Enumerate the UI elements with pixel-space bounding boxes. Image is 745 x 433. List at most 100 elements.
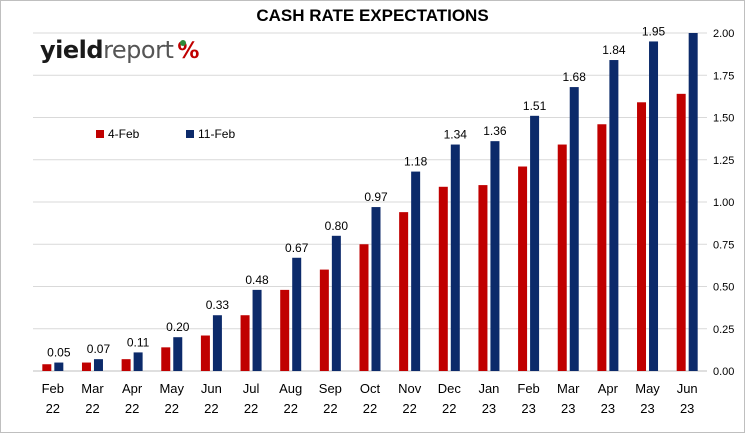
bar-11-feb (609, 60, 619, 371)
x-tick-year: 22 (244, 401, 258, 416)
bar-4-feb (359, 244, 369, 371)
data-label: 0.20 (166, 320, 190, 334)
bar-11-feb (93, 359, 103, 371)
y-tick-label: 1.00 (713, 197, 734, 209)
data-label: 1.34 (444, 128, 468, 142)
bar-11-feb (252, 289, 262, 371)
y-tick-label: 1.50 (713, 113, 734, 125)
data-label: 1.95 (642, 24, 666, 38)
bar-4-feb (557, 144, 567, 371)
x-tick-month: Apr (598, 381, 619, 396)
x-tick-year: 22 (204, 401, 218, 416)
x-tick-month: Mar (81, 381, 104, 396)
x-tick-year: 22 (85, 401, 99, 416)
bar-11-feb (212, 315, 222, 371)
bar-11-feb (292, 257, 302, 371)
x-tick-month: Jan (478, 381, 499, 396)
x-tick-year: 22 (402, 401, 416, 416)
bar-4-feb (478, 185, 488, 371)
bar-11-feb (133, 352, 143, 371)
x-tick-year: 23 (521, 401, 535, 416)
bar-11-feb (530, 115, 540, 371)
bar-4-feb (81, 362, 91, 371)
legend-swatch (96, 130, 104, 138)
bar-11-feb (450, 144, 460, 371)
bar-4-feb (676, 93, 686, 371)
x-tick-month: Jun (677, 381, 698, 396)
bar-4-feb (161, 347, 171, 371)
yieldreport-logo: yield report % (40, 36, 199, 64)
x-tick-month: May (635, 381, 660, 396)
x-tick-year: 22 (283, 401, 297, 416)
data-label: 0.07 (87, 342, 111, 356)
data-label: 1.68 (563, 70, 587, 84)
x-tick-month: Dec (438, 381, 462, 396)
y-tick-label: 0.00 (713, 366, 734, 378)
y-tick-label: 1.75 (713, 70, 734, 82)
data-label: 0.33 (206, 298, 230, 312)
x-tick-year: 22 (442, 401, 456, 416)
bar-4-feb (42, 364, 52, 371)
x-tick-month: Nov (398, 381, 422, 396)
x-tick-month: Sep (319, 381, 342, 396)
bar-4-feb (121, 359, 131, 371)
bar-11-feb (331, 235, 341, 371)
logo-percent-icon: % (177, 39, 199, 64)
x-tick-month: Feb (517, 381, 539, 396)
data-label: 1.18 (404, 155, 428, 169)
bar-4-feb (240, 315, 250, 371)
bar-11-feb (173, 337, 183, 371)
x-tick-month: Mar (557, 381, 580, 396)
bar-11-feb (54, 362, 64, 371)
x-tick-year: 23 (561, 401, 575, 416)
x-tick-year: 23 (482, 401, 496, 416)
data-label: 1.36 (483, 124, 507, 138)
bar-11-feb (411, 171, 421, 371)
bar-11-feb (569, 87, 579, 371)
bar-11-feb (649, 41, 659, 371)
x-tick-month: May (159, 381, 184, 396)
bar-4-feb (597, 124, 607, 371)
data-label: 0.67 (285, 241, 309, 255)
data-label: 0.05 (47, 346, 71, 360)
x-tick-year: 23 (601, 401, 615, 416)
x-tick-month: Aug (279, 381, 302, 396)
y-tick-label: 0.75 (713, 239, 734, 251)
legend-label: 11-Feb (198, 127, 235, 141)
data-label: 0.80 (325, 219, 349, 233)
bar-4-feb (637, 102, 647, 371)
legend-swatch (186, 130, 194, 138)
bar-4-feb (319, 269, 329, 371)
y-tick-label: 2.00 (713, 28, 734, 40)
x-tick-year: 22 (125, 401, 139, 416)
x-tick-year: 22 (46, 401, 60, 416)
data-label: 0.97 (364, 190, 388, 204)
data-label: 1.84 (602, 43, 626, 57)
x-tick-year: 23 (680, 401, 694, 416)
logo-text-yield: yield (40, 36, 104, 64)
bar-4-feb (399, 212, 409, 371)
x-tick-month: Jun (201, 381, 222, 396)
bar-4-feb (438, 186, 448, 371)
logo-text-report: report (103, 36, 174, 64)
x-tick-month: Feb (42, 381, 64, 396)
data-label: 0.11 (127, 335, 150, 349)
data-label: 0.48 (245, 273, 269, 287)
x-tick-year: 22 (165, 401, 179, 416)
bar-4-feb (280, 289, 290, 371)
chart-title: CASH RATE EXPECTATIONS (256, 6, 489, 25)
data-label: 1.51 (523, 99, 547, 113)
x-tick-month: Jul (243, 381, 260, 396)
x-tick-year: 22 (363, 401, 377, 416)
legend-label: 4-Feb (108, 127, 140, 141)
x-tick-year: 23 (640, 401, 654, 416)
x-tick-year: 22 (323, 401, 337, 416)
x-tick-month: Apr (122, 381, 143, 396)
y-tick-label: 0.25 (713, 324, 734, 336)
x-tick-month: Oct (360, 381, 381, 396)
bar-4-feb (518, 166, 528, 371)
y-tick-label: 1.25 (713, 155, 734, 167)
bar-11-feb (688, 33, 698, 371)
y-tick-label: 0.50 (713, 282, 734, 294)
